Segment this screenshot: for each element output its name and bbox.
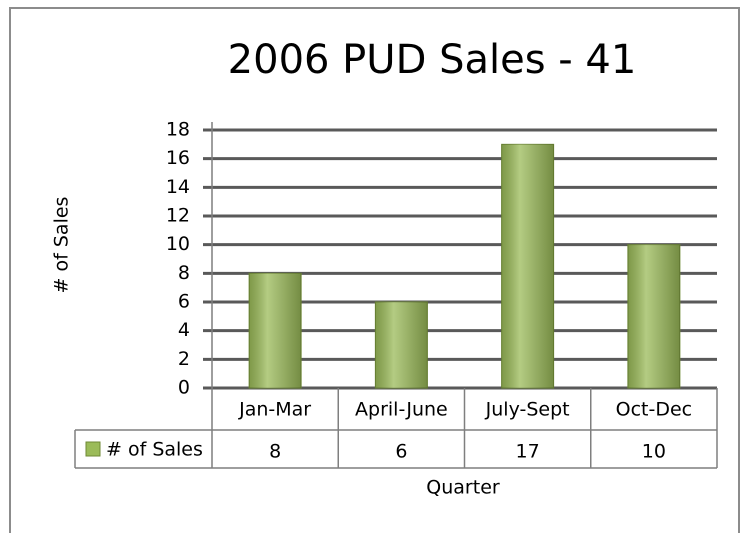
x-tick-label: Oct-Dec: [616, 399, 692, 421]
y-tick-label: 16: [166, 147, 190, 169]
y-tick-label: 10: [166, 233, 190, 255]
x-tick-label: July-Sept: [485, 399, 570, 421]
y-tick-label: 12: [166, 205, 190, 227]
x-tick-label: Jan-Mar: [238, 399, 311, 421]
x-axis-title: Quarter: [426, 477, 500, 499]
bar-shine: [501, 144, 554, 388]
y-tick-label: 8: [178, 262, 190, 284]
x-tick-label: April-June: [355, 399, 448, 421]
table-value: 10: [642, 441, 666, 463]
y-axis-title: # of Sales: [51, 197, 73, 294]
legend-key: [85, 441, 101, 457]
bar-shine: [627, 244, 680, 388]
legend-label: # of Sales: [106, 439, 203, 461]
table-value: 8: [269, 441, 281, 463]
chart-title: 2006 PUD Sales - 41: [228, 37, 637, 83]
table-value: 17: [516, 441, 540, 463]
bar-shine: [375, 302, 428, 388]
y-tick-label: 14: [166, 176, 190, 198]
y-tick-label: 6: [178, 291, 190, 313]
y-tick-label: 2: [178, 348, 190, 370]
table-value: 6: [395, 441, 407, 463]
y-tick-label: 18: [166, 119, 190, 141]
y-tick-label: 0: [178, 377, 190, 399]
y-tick-label: 4: [178, 319, 190, 341]
bar-shine: [249, 273, 302, 388]
chart-border: [9, 7, 740, 533]
